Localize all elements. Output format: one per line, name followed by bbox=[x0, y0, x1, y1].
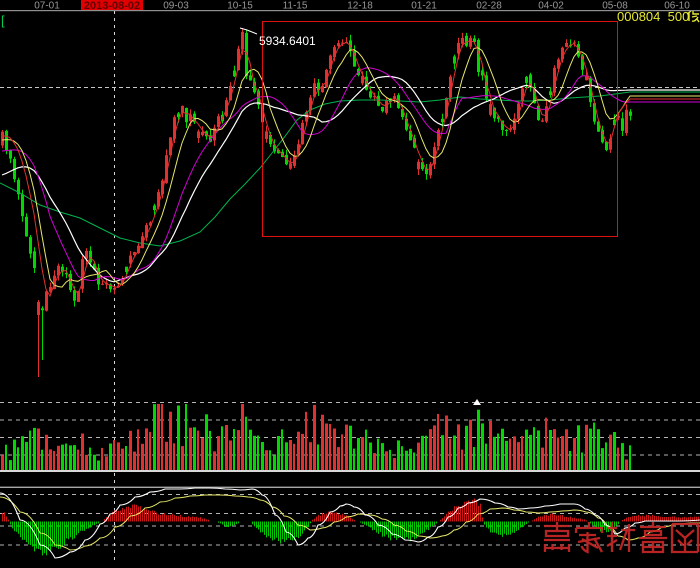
svg-text:10-15: 10-15 bbox=[227, 1, 253, 12]
svg-text:01-21: 01-21 bbox=[411, 1, 437, 12]
svg-text:12-18: 12-18 bbox=[347, 1, 373, 12]
svg-text:11-15: 11-15 bbox=[283, 1, 308, 12]
svg-text:[: [ bbox=[1, 13, 5, 28]
svg-text:04-02: 04-02 bbox=[538, 1, 564, 12]
svg-text:06-10: 06-10 bbox=[664, 1, 690, 12]
svg-text:000804 500: 000804 500 bbox=[617, 9, 689, 24]
svg-text:05-08: 05-08 bbox=[602, 1, 628, 12]
svg-text:07-01: 07-01 bbox=[34, 1, 60, 12]
svg-text:09-03: 09-03 bbox=[163, 1, 189, 12]
svg-text:02-28: 02-28 bbox=[476, 1, 502, 12]
svg-text:5934.6401: 5934.6401 bbox=[259, 34, 316, 48]
svg-text:2013-08-02: 2013-08-02 bbox=[84, 0, 140, 12]
